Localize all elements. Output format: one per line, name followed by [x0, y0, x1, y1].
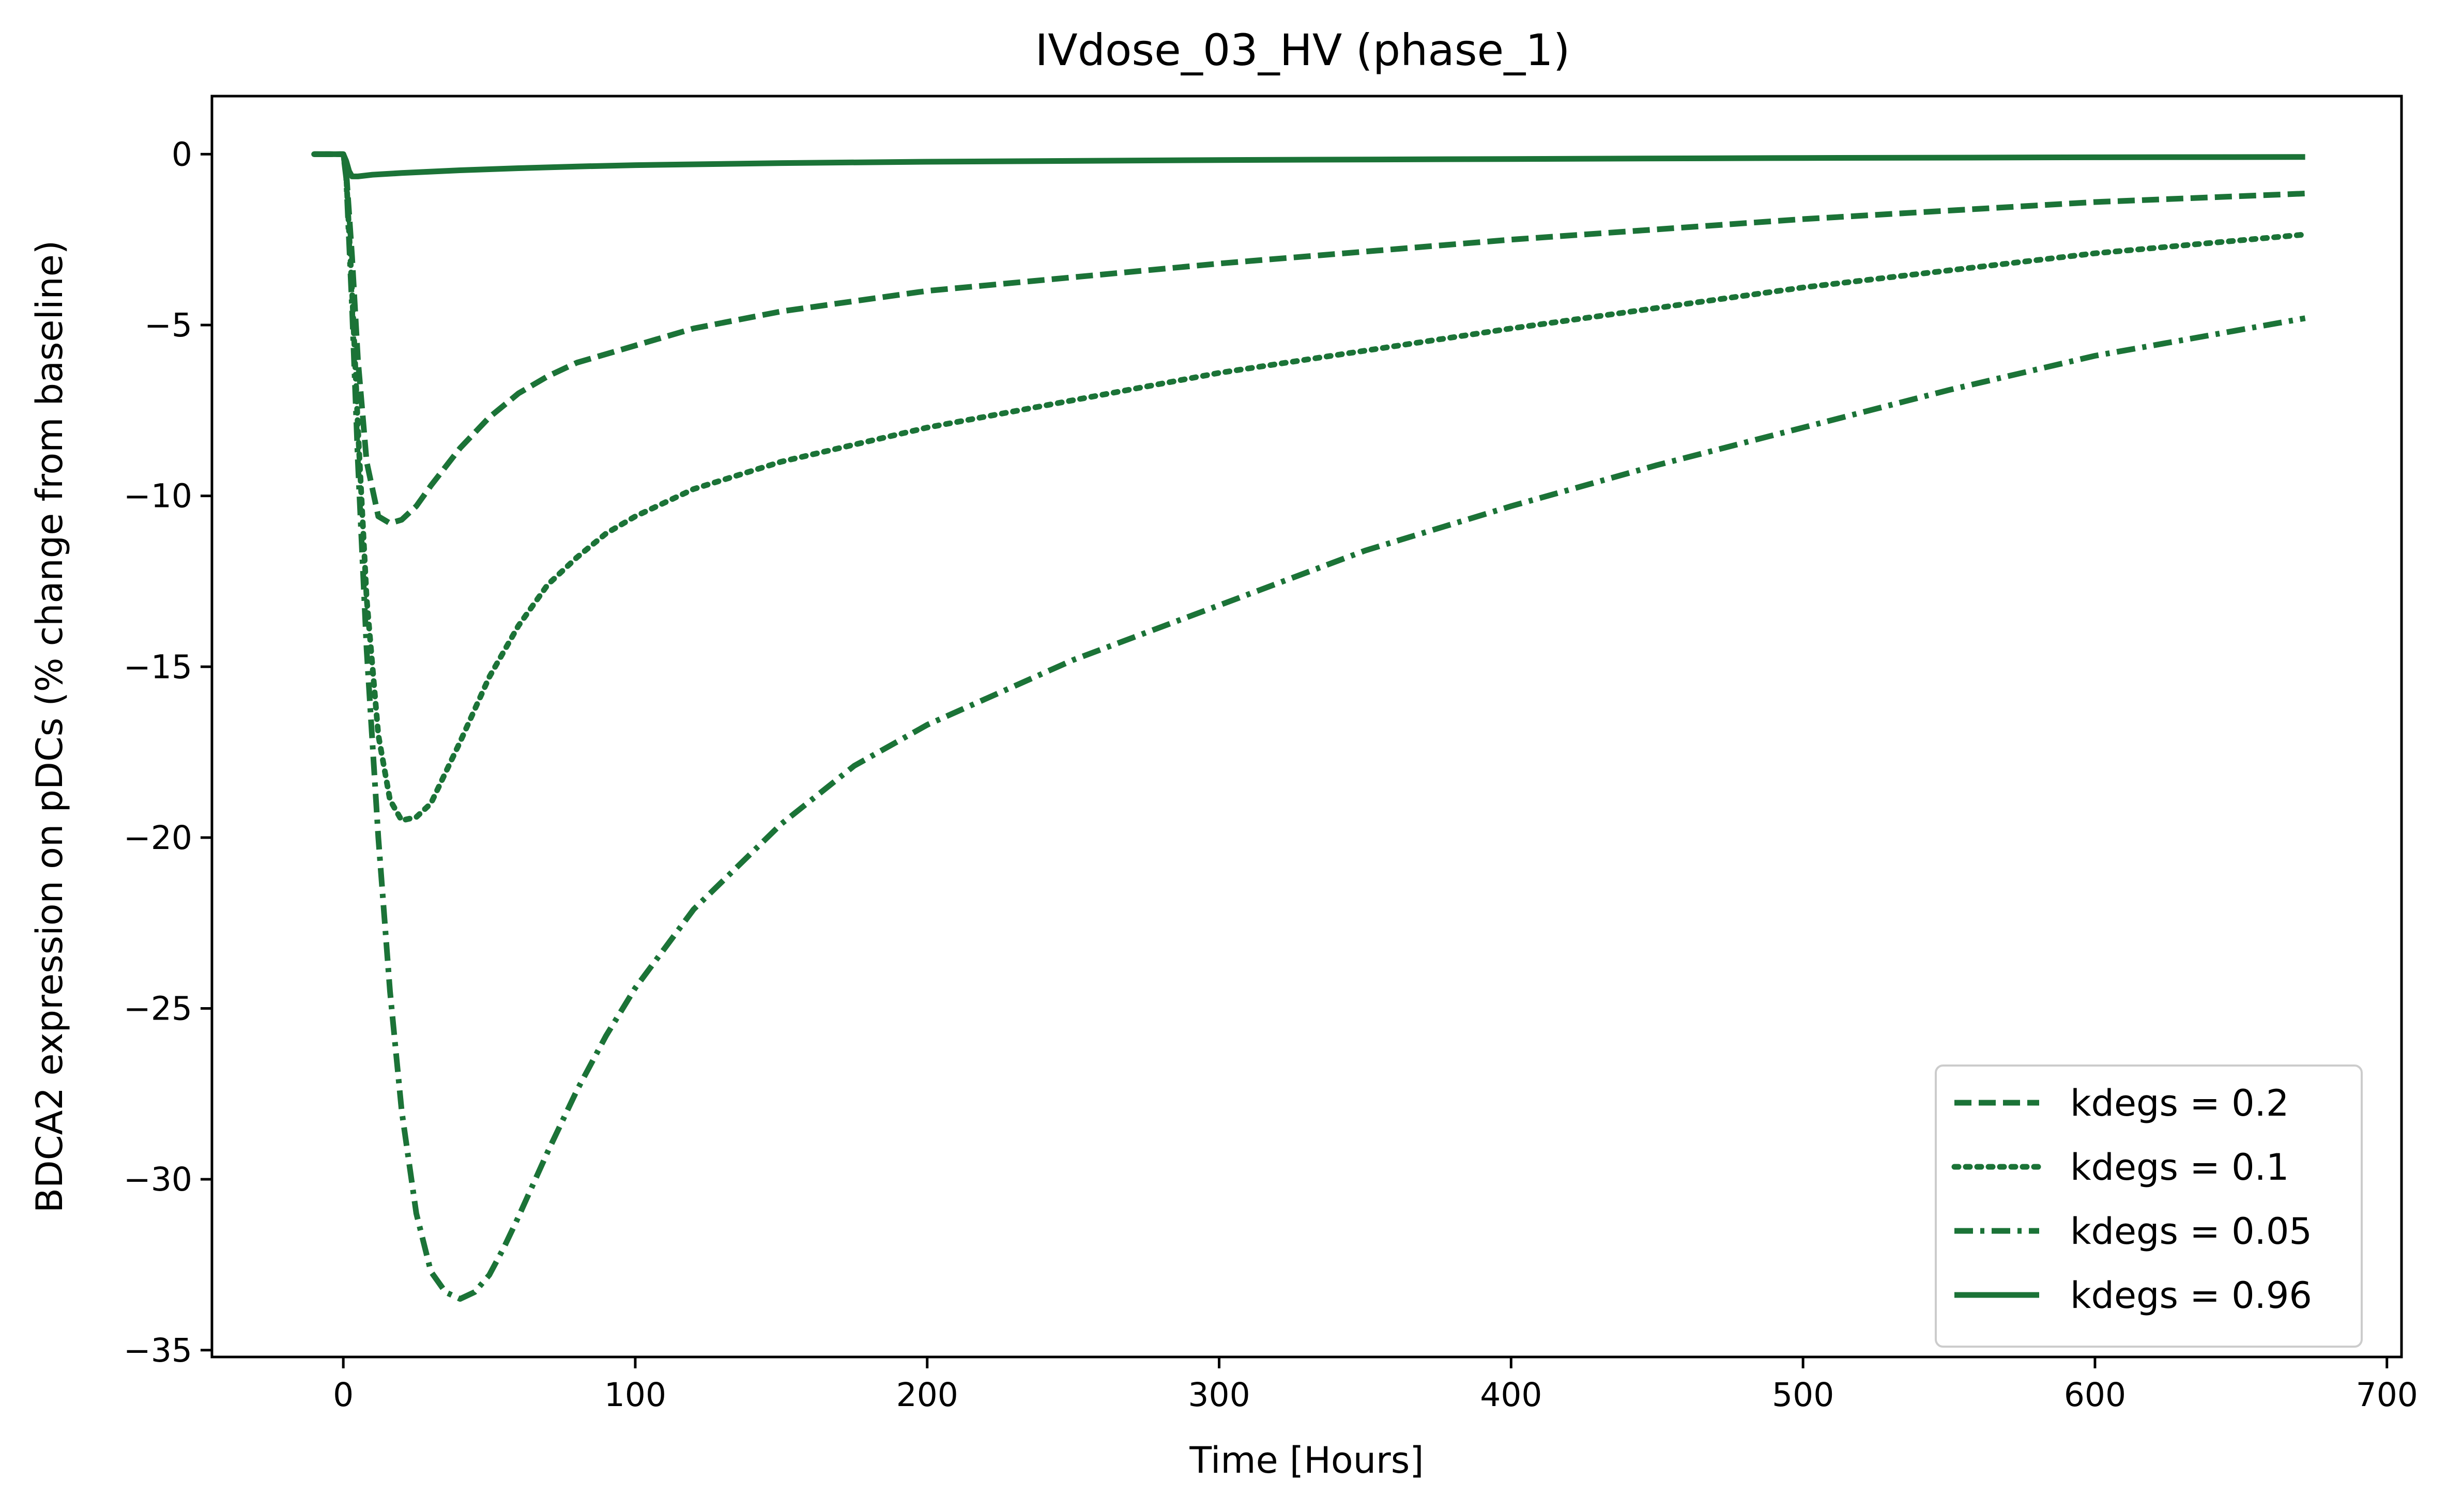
chart-title: IVdose_03_HV (phase_1) — [1035, 25, 1570, 75]
series-line-3 — [314, 151, 2306, 1302]
y-tick-label: −5 — [144, 306, 192, 344]
y-axis-label: BDCA2 expression on pDCs (% change from … — [28, 240, 71, 1213]
x-axis-ticks: 0 100 200 300 400 500 600 700 — [333, 1357, 2418, 1414]
x-tick-label: 100 — [604, 1376, 666, 1414]
legend-label-3: kdegs = 0.05 — [2070, 1210, 2312, 1253]
y-tick-label: −25 — [124, 990, 192, 1028]
y-axis-ticks: 0 −5 −10 −15 −20 −25 −30 −35 — [124, 135, 212, 1369]
x-tick-label: 500 — [1772, 1376, 1834, 1414]
x-tick-label: 200 — [896, 1376, 958, 1414]
y-tick-label: −30 — [124, 1161, 192, 1198]
x-axis-label: Time [Hours] — [1189, 1439, 1424, 1482]
legend-label-2: kdegs = 0.1 — [2070, 1146, 2289, 1189]
x-tick-label: 700 — [2356, 1376, 2418, 1414]
y-tick-label: −35 — [124, 1332, 192, 1369]
x-tick-label: 600 — [2064, 1376, 2126, 1414]
x-tick-label: 400 — [1480, 1376, 1542, 1414]
y-tick-label: 0 — [172, 135, 192, 173]
x-tick-label: 300 — [1188, 1376, 1250, 1414]
legend-label-1: kdegs = 0.2 — [2070, 1082, 2289, 1124]
series-line-1 — [314, 151, 2305, 527]
y-tick-label: −20 — [124, 819, 192, 857]
legend-box — [1935, 1064, 2363, 1348]
y-tick-label: −15 — [124, 648, 192, 686]
legend: kdegs = 0.2 kdegs = 0.1 kdegs = 0.05 kdegs … — [1935, 1064, 2363, 1348]
plot-lines — [311, 151, 2308, 1302]
series-line-4 — [314, 151, 2305, 179]
series-line-2 — [311, 151, 2308, 824]
y-tick-label: −10 — [124, 477, 192, 515]
legend-label-4: kdegs = 0.96 — [2070, 1274, 2312, 1317]
plot-frame — [210, 95, 2403, 1359]
x-tick-label: 0 — [333, 1376, 354, 1414]
